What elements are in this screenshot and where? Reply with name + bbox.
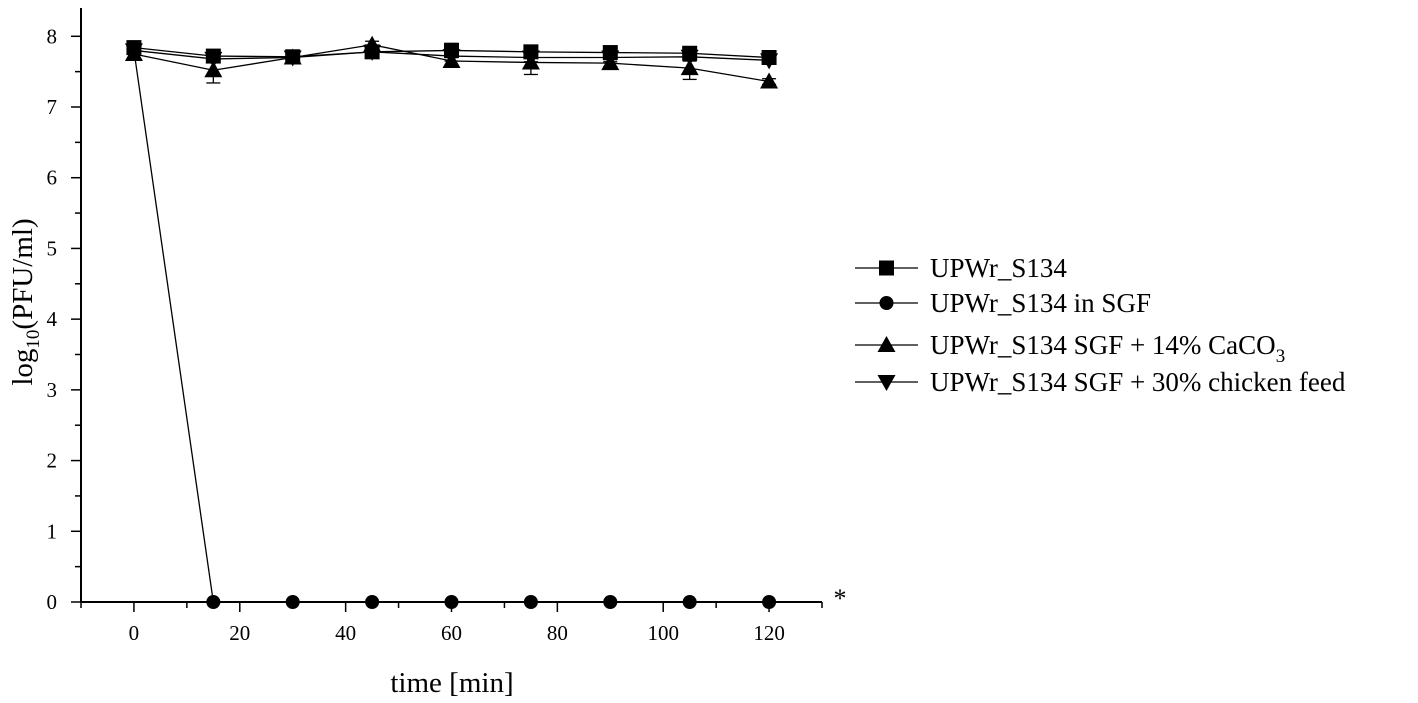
y-axis-ticks: 0 1 2 3 4 5 6 7 8 xyxy=(47,24,81,614)
legend-item-4: UPWr_S134 SGF + 30% chicken feed xyxy=(855,367,1346,397)
data-point xyxy=(521,50,540,67)
legend-item-1: UPWr_S134 xyxy=(855,253,1067,283)
x-tick-label: 60 xyxy=(441,621,462,645)
legend-marker xyxy=(879,296,894,310)
legend-label-main: UPWr_S134 SGF + 14% CaCO xyxy=(930,330,1276,360)
data-point xyxy=(365,595,380,609)
data-point xyxy=(124,43,143,60)
y-tick-label: 3 xyxy=(47,378,58,402)
series-2 xyxy=(126,43,777,609)
data-point xyxy=(204,61,223,78)
y-tick-label: 7 xyxy=(47,95,58,119)
legend-item-2: UPWr_S134 in SGF xyxy=(855,288,1151,318)
legend-label: UPWr_S134 SGF + 30% chicken feed xyxy=(930,367,1346,397)
legend-label: UPWr_S134 xyxy=(930,253,1067,283)
y-tick-label: 5 xyxy=(47,236,58,260)
data-point xyxy=(285,595,300,609)
legend-label: UPWr_S134 SGF + 14% CaCO3 xyxy=(930,330,1285,367)
plot-area xyxy=(124,35,779,609)
legend: UPWr_S134 UPWr_S134 in SGF UPWr_S134 SGF +… xyxy=(855,253,1346,397)
y-axis-title: log10(PFU/ml) xyxy=(7,218,44,385)
data-point xyxy=(682,595,697,609)
legend-marker xyxy=(877,336,896,352)
data-point xyxy=(206,595,221,609)
y-tick-label: 8 xyxy=(47,24,58,48)
series-line xyxy=(133,50,770,603)
data-point xyxy=(680,49,699,66)
x-tick-label: 120 xyxy=(753,621,785,645)
y-tick-label: 2 xyxy=(47,449,58,473)
series-4 xyxy=(124,43,779,70)
x-tick-label: 40 xyxy=(335,621,356,645)
legend-label-subscript: 3 xyxy=(1276,346,1286,367)
data-point xyxy=(442,49,461,66)
legend-marker xyxy=(877,375,896,391)
legend-label: UPWr_S134 in SGF xyxy=(930,288,1151,318)
x-tick-label: 0 xyxy=(129,621,140,645)
data-point xyxy=(601,50,620,67)
data-point xyxy=(363,44,382,61)
data-point xyxy=(283,50,302,67)
y-tick-label: 6 xyxy=(47,166,58,190)
data-point xyxy=(603,595,618,609)
y-tick-label: 1 xyxy=(47,519,58,543)
data-point xyxy=(762,595,777,609)
x-tick-label: 80 xyxy=(547,621,568,645)
x-tick-label: 20 xyxy=(229,621,250,645)
data-point xyxy=(444,595,459,609)
data-point xyxy=(204,51,223,68)
x-tick-label: 100 xyxy=(647,621,679,645)
legend-marker xyxy=(879,260,894,276)
significance-annotation: * xyxy=(834,584,847,613)
data-point xyxy=(680,59,699,76)
data-point xyxy=(760,53,779,70)
data-point xyxy=(760,72,779,89)
y-tick-label: 4 xyxy=(47,307,58,331)
axes xyxy=(80,8,822,603)
y-tick-label: 0 xyxy=(47,590,58,614)
x-axis-title: time [min] xyxy=(390,667,513,699)
data-point xyxy=(523,595,538,609)
legend-item-3: UPWr_S134 SGF + 14% CaCO3 xyxy=(855,330,1285,367)
